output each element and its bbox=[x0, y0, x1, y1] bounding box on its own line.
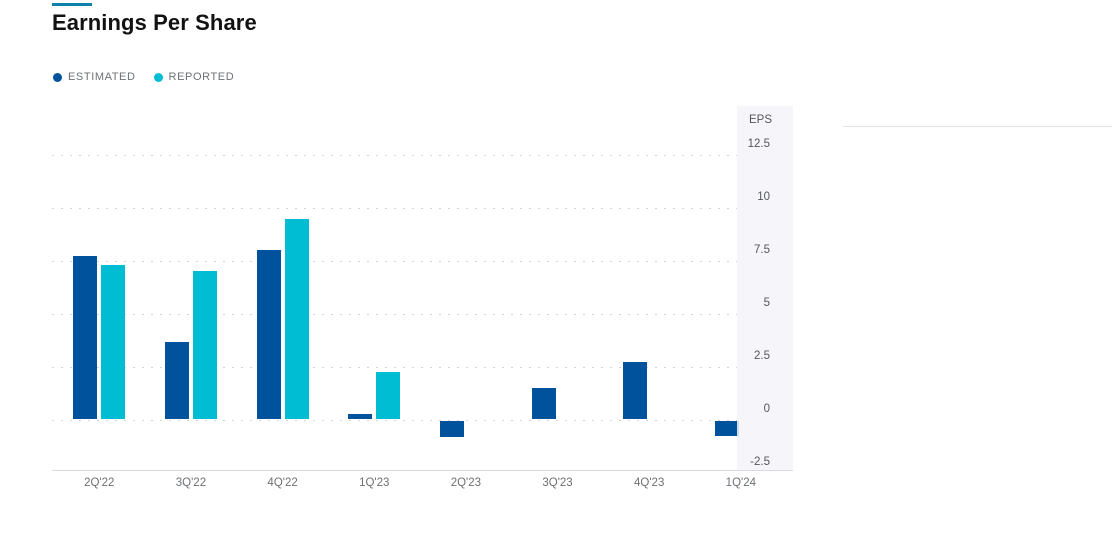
page-title: Earnings Per Share bbox=[52, 10, 257, 35]
bar-estimated-1Q24[interactable] bbox=[714, 420, 739, 437]
y-axis-title: EPS bbox=[748, 114, 772, 126]
y-tick-label-5: 5 bbox=[763, 296, 770, 309]
gridline-0 bbox=[52, 419, 793, 421]
bar-estimated-3Q23[interactable] bbox=[531, 387, 556, 420]
gridline-2.5 bbox=[52, 366, 793, 368]
y-axis-panel: EPS 12.5 10 7.5 5 2.5 0 -2.5 bbox=[737, 106, 793, 470]
bar-reported-1Q23[interactable] bbox=[376, 371, 401, 420]
bar-estimated-1Q23[interactable] bbox=[348, 413, 373, 420]
gridline-7.5 bbox=[52, 260, 793, 262]
y-tick-label-0: 0 bbox=[763, 402, 770, 415]
legend-dot-icon bbox=[53, 72, 62, 82]
legend-item-estimated[interactable]: ESTIMATED bbox=[53, 71, 136, 83]
bar-reported-2Q22[interactable] bbox=[101, 264, 126, 420]
x-tick-label-2Q23: 2Q'23 bbox=[450, 477, 482, 489]
y-tick-label-7.5: 7.5 bbox=[754, 243, 770, 256]
legend-dot-icon bbox=[153, 72, 163, 82]
chart-legend: ESTIMATED REPORTED bbox=[53, 71, 234, 83]
x-tick-label-3Q22: 3Q'22 bbox=[175, 477, 207, 489]
y-tick-label--2.5: -2.5 bbox=[750, 455, 770, 468]
y-tick-label-12.5: 12.5 bbox=[747, 137, 770, 150]
gridline-10 bbox=[52, 207, 793, 209]
bar-estimated-2Q22[interactable] bbox=[73, 256, 98, 420]
bar-estimated-4Q22[interactable] bbox=[256, 249, 281, 420]
bar-estimated-2Q23[interactable] bbox=[439, 420, 464, 438]
x-tick-label-2Q22: 2Q'22 bbox=[84, 477, 115, 489]
legend-item-reported[interactable]: REPORTED bbox=[153, 71, 235, 83]
bar-estimated-4Q23[interactable] bbox=[623, 362, 648, 420]
x-tick-label-1Q23: 1Q'23 bbox=[359, 477, 390, 489]
x-tick-label-1Q24: 1Q'24 bbox=[725, 477, 756, 489]
bar-estimated-3Q22[interactable] bbox=[164, 342, 189, 420]
y-tick-label-2.5: 2.5 bbox=[754, 349, 770, 362]
plot-area: EPS 12.5 10 7.5 5 2.5 0 -2.5 bbox=[52, 106, 793, 471]
title-accent-bar bbox=[52, 3, 92, 6]
right-section-divider bbox=[843, 126, 1112, 127]
legend-label: ESTIMATED bbox=[68, 71, 136, 83]
gridline-5 bbox=[52, 313, 793, 315]
x-tick-label-4Q23: 4Q'23 bbox=[634, 477, 665, 489]
bar-reported-3Q22[interactable] bbox=[192, 271, 217, 420]
x-axis-labels: 2Q'22 3Q'22 4Q'22 1Q'23 2Q'23 3Q'23 4Q'23 1Q'24 bbox=[52, 477, 793, 493]
x-tick-label-4Q22: 4Q'22 bbox=[267, 477, 298, 489]
x-tick-label-3Q23: 3Q'23 bbox=[542, 477, 573, 489]
legend-label: REPORTED bbox=[168, 71, 235, 83]
bar-reported-4Q22[interactable] bbox=[284, 219, 309, 420]
gridline-12.5 bbox=[52, 154, 793, 156]
y-tick-label-10: 10 bbox=[757, 190, 770, 203]
